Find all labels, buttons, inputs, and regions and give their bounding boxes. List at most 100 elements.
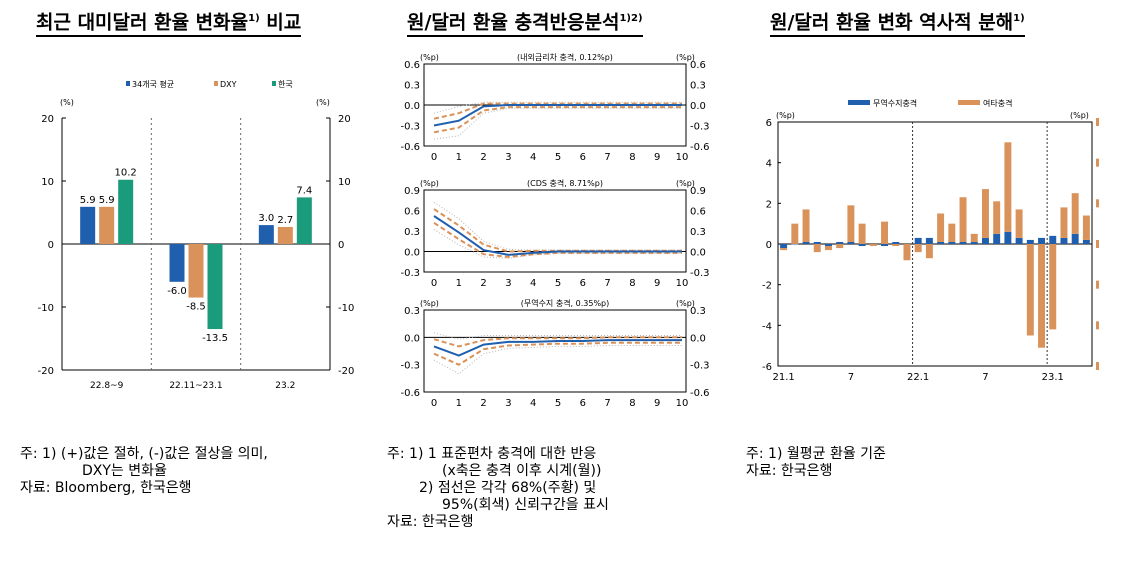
left-axis-unit: (%p) [420, 53, 439, 62]
data-label: 2.7 [277, 215, 293, 226]
trade-balance-bar [1060, 237, 1068, 244]
other-shock-bar [914, 244, 922, 253]
x-tick-label: 9 [654, 398, 660, 408]
ci68-upper-line [433, 102, 682, 120]
ci68-lower-line [433, 341, 682, 366]
note-line: 주: 1) 1 표준편차 충격에 대한 반응 [387, 446, 597, 462]
data-label: -6.0 [167, 286, 187, 297]
y-tick-label: 0.3 [690, 81, 706, 92]
y-tick-label: -2 [762, 281, 772, 292]
y-tick-label: 0.6 [690, 207, 706, 218]
legend-swatch [214, 81, 218, 86]
trade-balance-bar [813, 241, 821, 244]
x-tick-label: 4 [530, 398, 536, 408]
other-shock-bar [981, 189, 989, 238]
other-shock-bar [993, 201, 1001, 234]
trade-balance-bar [993, 233, 1001, 244]
x-tick-label: 10 [676, 398, 689, 408]
x-tick-label: 22.1 [907, 372, 929, 383]
middle-notes: 주: 1) 1 표준편차 충격에 대한 반응 (x축은 충격 이후 시계(월))… [387, 446, 609, 531]
x-tick-label: 8 [629, 398, 635, 408]
trade-balance-bar [780, 244, 788, 249]
note-line: 주: 1) (+)값은 절하, (-)값은 절상을 의미, [20, 446, 268, 462]
bar [99, 206, 115, 244]
other-shock-bar [780, 248, 788, 251]
plot-frame [423, 189, 687, 273]
middle-title-footnote: 1)2) [619, 13, 643, 24]
trade-balance-bar [1026, 239, 1034, 244]
note-line: 2) 점선은 각각 68%(주황) 및 [419, 480, 597, 496]
other-shock-bar [903, 244, 911, 261]
right-tick-mark [1096, 362, 1099, 370]
y-tick-label: 0.0 [690, 101, 706, 112]
trade-balance-bar [836, 241, 844, 244]
trade-balance-bar [1071, 233, 1079, 244]
panel-subtitle: (CDS 충격, 8.71%p) [527, 178, 603, 188]
right-tick-mark [1096, 321, 1099, 330]
data-label: 7.4 [296, 185, 312, 196]
other-shock-bar [802, 209, 810, 242]
data-label: -13.5 [202, 333, 228, 344]
legend-swatch [958, 100, 980, 105]
y-tick-label: 0.9 [690, 186, 706, 197]
x-tick-label: 1 [456, 152, 462, 163]
other-shock-bar [1026, 244, 1034, 336]
trade-balance-bar [925, 237, 933, 244]
y-tick-label: 20 [338, 114, 351, 125]
ci95-upper-line [433, 101, 682, 114]
ci68-lower-line [433, 106, 682, 134]
x-tick-label: 1 [456, 398, 462, 408]
y-tick-label: -0.6 [690, 142, 710, 153]
bar [277, 226, 293, 244]
y-tick-label: 4 [766, 159, 772, 170]
x-tick-label: 9 [654, 278, 660, 288]
y-tick-label: -0.3 [690, 268, 710, 279]
trade-balance-bar [1038, 237, 1046, 244]
y-tick-label: 0.0 [690, 248, 706, 259]
bar [207, 244, 223, 330]
y-tick-label: 0.6 [404, 60, 420, 71]
other-shock-bar [824, 246, 832, 251]
bar [188, 244, 204, 298]
other-shock-bar [791, 223, 799, 244]
legend-swatch [126, 81, 130, 86]
left-axis-unit: (%p) [420, 299, 439, 308]
right-tick-mark [1096, 280, 1099, 289]
x-tick-label: 3 [505, 398, 511, 408]
legend-label: 무역수지충격 [873, 98, 917, 108]
y-tick-label: 0.3 [404, 81, 420, 92]
other-shock-bar [1038, 244, 1046, 348]
x-tick-label: 0 [431, 152, 437, 163]
x-tick-label: 21.1 [772, 372, 794, 383]
note-source: 자료: Bloomberg, 한국은행 [20, 480, 192, 496]
ci95-lower-line [433, 107, 682, 140]
y-tick-label: -0.3 [400, 268, 420, 279]
other-shock-bar [892, 244, 900, 247]
y-tick-label: 0.0 [404, 101, 420, 112]
x-tick-label: 5 [555, 152, 561, 163]
x-tick-label: 0 [431, 278, 437, 288]
trade-balance-bar [937, 241, 945, 244]
trade-balance-bar [1004, 231, 1012, 244]
x-tick-label: 7 [604, 152, 610, 163]
response-line [433, 339, 682, 357]
data-label: 3.0 [258, 213, 274, 224]
legend-swatch [848, 100, 870, 105]
right-tick-mark [1096, 199, 1099, 208]
data-label: 5.9 [80, 195, 96, 206]
note-source: 자료: 한국은행 [387, 514, 474, 530]
y-tick-label: -20 [38, 366, 54, 377]
trade-balance-bar [892, 241, 900, 244]
trade-balance-bar [858, 244, 866, 247]
x-tick-label: 2 [480, 278, 486, 288]
right-axis-unit: (%p) [1070, 111, 1089, 120]
legend-label: 34개국 평균 [132, 79, 174, 89]
y-tick-label: -6 [762, 362, 772, 373]
x-tick-label: 7 [982, 372, 988, 383]
trade-balance-bar [959, 241, 967, 244]
other-shock-bar [959, 197, 967, 242]
x-tick-label: 7 [604, 398, 610, 408]
y-tick-label: 0.3 [690, 306, 706, 317]
x-tick-label: 8 [629, 278, 635, 288]
x-tick-label: 3 [505, 152, 511, 163]
